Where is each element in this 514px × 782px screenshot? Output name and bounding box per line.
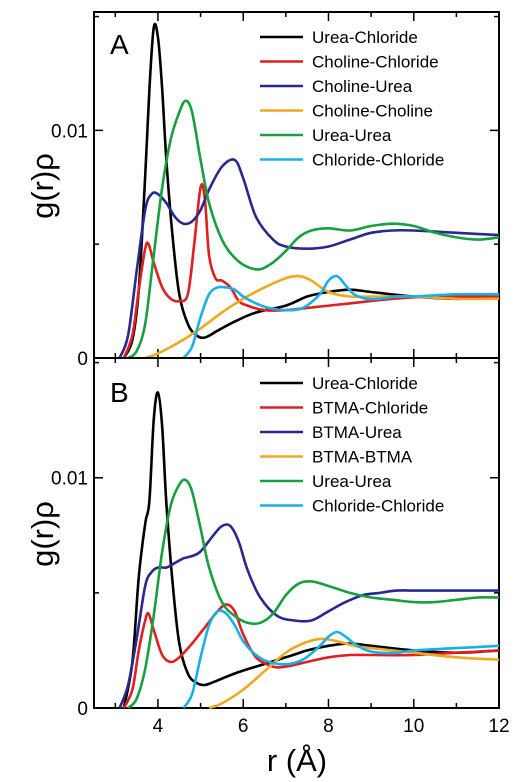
legend-label: BTMA-Urea bbox=[312, 423, 402, 442]
panel-a-legend: Urea-Chloride Choline-Chloride Choline-Ure… bbox=[260, 28, 444, 170]
legend-label: BTMA-Chloride bbox=[312, 399, 428, 418]
x-axis-title: r (Å) bbox=[267, 743, 327, 778]
panel-a-letter: A bbox=[110, 29, 129, 60]
y-tick-label: 0 bbox=[77, 699, 88, 720]
y-tick-label: 0 bbox=[77, 349, 88, 370]
panel-b-letter: B bbox=[110, 377, 129, 408]
legend-label: Choline-Choline bbox=[312, 102, 433, 121]
panel-b-ticks: 4 6 8 10 12 0 0.01 bbox=[51, 358, 510, 737]
x-tick-label: 6 bbox=[238, 716, 249, 737]
panel-a: 0 0.01 A Urea-Chloride Choline-Chloride Cho… bbox=[25, 11, 500, 370]
panel-a-ylabel: g(r)ρ bbox=[25, 153, 60, 219]
legend-label: Urea-Urea bbox=[312, 126, 392, 145]
series-line-chloride-chloride bbox=[182, 609, 500, 709]
legend-label: Choline-Urea bbox=[312, 77, 413, 96]
legend-label: Urea-Urea bbox=[312, 472, 392, 491]
legend-label: Urea-Chloride bbox=[312, 28, 418, 47]
x-tick-label: 12 bbox=[488, 716, 509, 737]
panel-b-legend: Urea-Chloride BTMA-Chloride BTMA-Urea BTMA-… bbox=[260, 374, 444, 516]
series-line-choline-urea bbox=[118, 158, 500, 359]
panel-b: 4 6 8 10 12 0 0.01 B Urea-Chloride BTMA-Chlorid… bbox=[25, 357, 510, 778]
legend-label: BTMA-BTMA bbox=[312, 448, 413, 467]
series-line-btma-btma bbox=[208, 637, 500, 710]
legend-label: Chloride-Chloride bbox=[312, 497, 444, 516]
panel-b-frame bbox=[93, 357, 500, 709]
panel-a-curves bbox=[118, 22, 500, 360]
panel-b-ylabel: g(r)ρ bbox=[25, 501, 60, 567]
x-tick-label: 4 bbox=[153, 716, 164, 737]
series-line-btma-urea bbox=[118, 523, 499, 709]
series-line-urea-urea bbox=[127, 99, 500, 360]
y-tick-label: 0.01 bbox=[51, 121, 88, 142]
series-line-choline-choline bbox=[144, 274, 500, 360]
series-line-urea-urea bbox=[127, 478, 500, 709]
x-tick-label: 8 bbox=[323, 716, 334, 737]
series-line-choline-chloride bbox=[122, 182, 500, 359]
legend-label: Choline-Chloride bbox=[312, 53, 439, 72]
series-line-chloride-chloride bbox=[182, 274, 500, 359]
panel-b-curves bbox=[118, 391, 500, 710]
x-tick-label: 10 bbox=[403, 716, 424, 737]
series-line-btma-chloride bbox=[122, 603, 500, 709]
legend-label: Urea-Chloride bbox=[312, 374, 418, 393]
legend-label: Chloride-Chloride bbox=[312, 151, 444, 170]
y-tick-label: 0.01 bbox=[51, 469, 88, 490]
